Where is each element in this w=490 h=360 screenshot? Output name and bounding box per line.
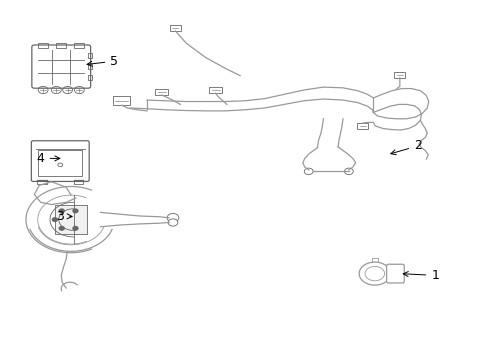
Circle shape bbox=[359, 262, 391, 285]
Circle shape bbox=[304, 168, 313, 175]
Circle shape bbox=[59, 209, 64, 213]
Text: 4: 4 bbox=[37, 152, 60, 165]
Bar bbox=[113, 96, 130, 105]
Bar bbox=[88, 64, 92, 69]
Bar bbox=[394, 72, 405, 78]
Circle shape bbox=[52, 218, 57, 221]
Circle shape bbox=[344, 168, 353, 175]
Bar bbox=[155, 89, 168, 95]
Bar bbox=[88, 53, 92, 58]
Text: 2: 2 bbox=[391, 139, 422, 155]
Bar bbox=[38, 150, 82, 176]
Circle shape bbox=[73, 209, 78, 213]
Bar bbox=[74, 43, 84, 48]
Text: 5: 5 bbox=[87, 55, 118, 68]
Bar bbox=[209, 87, 222, 93]
Bar bbox=[55, 205, 87, 234]
Circle shape bbox=[167, 213, 179, 222]
Circle shape bbox=[59, 226, 64, 230]
Bar bbox=[357, 123, 368, 129]
Text: 3: 3 bbox=[56, 210, 72, 222]
Bar bbox=[56, 43, 66, 48]
FancyBboxPatch shape bbox=[387, 264, 404, 283]
Bar bbox=[170, 25, 181, 31]
Text: 1: 1 bbox=[403, 269, 439, 282]
Bar bbox=[88, 75, 92, 80]
Bar bbox=[38, 43, 48, 48]
Circle shape bbox=[73, 226, 78, 230]
Circle shape bbox=[168, 219, 178, 226]
